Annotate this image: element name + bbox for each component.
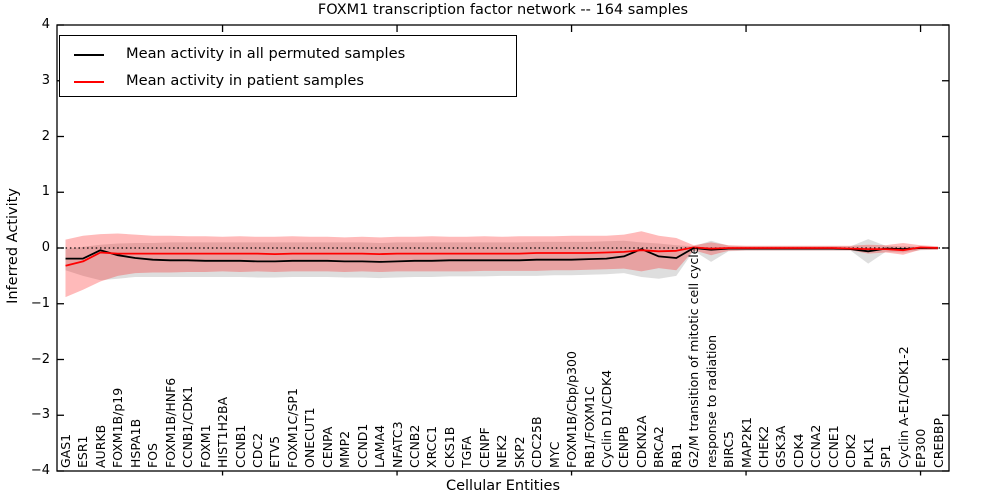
- y-tick-label: −2: [30, 351, 50, 367]
- y-tick-label: −3: [30, 407, 50, 423]
- legend-row-permuted: Mean activity in all permuted samples: [60, 42, 516, 68]
- y-tick-label: −1: [30, 295, 50, 311]
- x-tick-label: SKP2: [511, 436, 527, 468]
- x-tick-label: MMP2: [337, 430, 353, 468]
- x-tick-label: CDC2: [249, 432, 265, 468]
- x-tick-label: EP300: [913, 428, 929, 468]
- x-tick-label: Cyclin D1/CDK4: [598, 369, 614, 468]
- x-tick-label: CCNB1/CDK1: [180, 385, 196, 468]
- legend-box: Mean activity in all permuted samples Me…: [59, 35, 517, 97]
- x-tick-label: FOS: [145, 443, 161, 468]
- x-tick-label: XRCC1: [424, 425, 440, 468]
- patient-line: [65, 246, 939, 267]
- x-tick-label: BIRC5: [721, 430, 737, 468]
- x-tick-label: GAS1: [58, 433, 73, 468]
- y-tick-label: 4: [41, 17, 50, 32]
- x-tick-label: TGFA: [459, 436, 475, 468]
- x-tick-label: CENPB: [616, 425, 632, 468]
- x-tick-label: ESR1: [75, 435, 91, 468]
- x-tick-label: PLK1: [860, 437, 876, 468]
- x-tick-label: CCNE1: [825, 425, 841, 468]
- x-tick-label: CCNB2: [407, 424, 422, 468]
- x-tick-label: LAMA4: [372, 424, 388, 468]
- legend-label-patient: Mean activity in patient samples: [126, 72, 365, 89]
- x-tick-label: CHEK2: [756, 425, 771, 468]
- x-tick-label: CENPA: [319, 426, 335, 468]
- x-tick-label: HIST1H2BA: [215, 396, 231, 468]
- x-tick-label: AURKB: [92, 424, 108, 468]
- x-tick-label: CREBBP: [930, 418, 946, 468]
- x-tick-label: CDK2: [843, 433, 859, 468]
- x-tick-label: FOXM1C/SP1: [284, 388, 300, 468]
- x-tick-label: GSK3A: [773, 425, 789, 468]
- patient-band: [65, 231, 938, 298]
- x-tick-label: ONECUT1: [302, 407, 318, 468]
- permuted-line-swatch: [74, 54, 104, 57]
- x-tick-label: CENPF: [476, 427, 492, 468]
- x-tick-label: FOXM1B/HNF6: [162, 377, 178, 468]
- x-tick-label: response to radiation: [703, 334, 719, 468]
- y-tick-label: 0: [41, 240, 50, 255]
- x-tick-label: RB1: [668, 442, 684, 468]
- y-tick-label: 2: [41, 128, 50, 144]
- x-tick-label: CCNA2: [808, 424, 824, 468]
- x-tick-label: HSPA1B: [127, 418, 143, 468]
- x-tick-label: SP1: [878, 444, 894, 468]
- x-tick-label: MAP2K1: [738, 417, 754, 468]
- x-tick-label: FOXM1B/p19: [110, 387, 126, 468]
- x-tick-label: NEK2: [494, 434, 510, 468]
- patient-line-swatch: [74, 81, 104, 84]
- y-tick-label: 3: [41, 72, 50, 88]
- x-tick-label: G2/M transition of mitotic cell cycle: [686, 246, 702, 468]
- x-tick-label: CDKN2A: [633, 415, 649, 468]
- x-tick-label: CDK4: [790, 433, 806, 468]
- x-tick-label: CKS1B: [441, 426, 457, 468]
- x-tick-label: CCND1: [354, 423, 370, 468]
- x-tick-label: RB1/FOXM1C: [581, 386, 597, 468]
- x-tick-label: FOXM1B/Cbp/p300: [564, 351, 580, 468]
- legend-row-patient: Mean activity in patient samples: [60, 69, 516, 95]
- x-tick-label: BRCA2: [651, 426, 667, 468]
- x-tick-label: ETV5: [267, 435, 283, 468]
- chart-title: FOXM1 transcription factor network -- 16…: [317, 2, 689, 18]
- x-tick-label: Cyclin A-E1/CDK1-2: [895, 346, 911, 468]
- x-tick-label: NFATC3: [389, 421, 405, 468]
- x-axis-label: Cellular Entities: [445, 478, 561, 494]
- legend-label-permuted: Mean activity in all permuted samples: [126, 45, 406, 62]
- y-tick-label: 1: [41, 184, 50, 200]
- x-tick-label: CDC25B: [529, 416, 545, 468]
- x-tick-label: FOXM1: [197, 424, 213, 468]
- x-tick-label: CCNB1: [232, 424, 248, 468]
- y-tick-label: −4: [30, 463, 50, 478]
- x-tick-label: MYC: [546, 441, 562, 468]
